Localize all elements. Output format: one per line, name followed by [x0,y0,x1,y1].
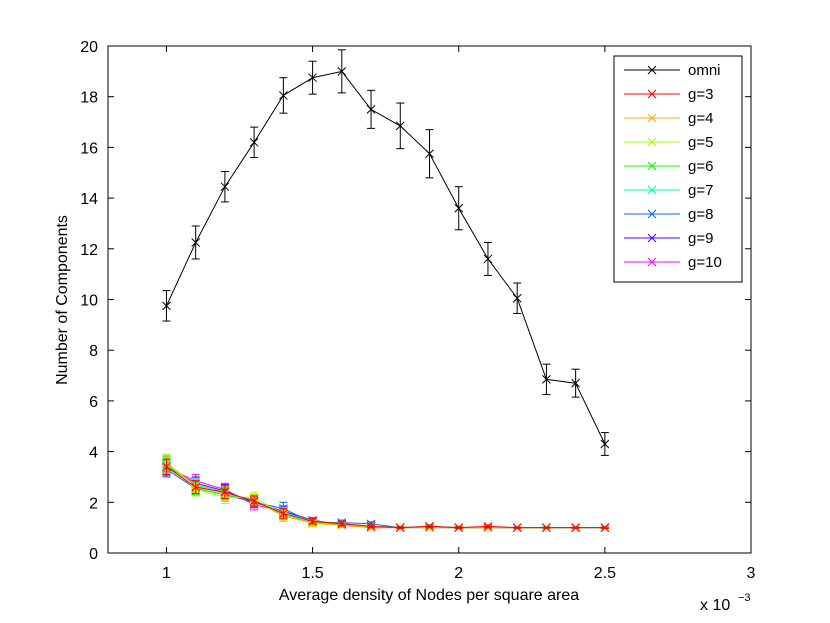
data-point [220,487,230,497]
y-tick-label: 6 [89,394,98,411]
data-point [249,137,259,147]
x-multiplier-exponent: −3 [738,592,751,604]
legend-marker [647,89,657,99]
legend-item-g-9: g=9 [624,230,713,247]
legend-label: g=8 [688,206,713,223]
x-multiplier: x 10 −3 [700,592,751,614]
data-point [162,462,171,472]
legend-label: g=7 [688,182,713,199]
data-point [191,238,201,247]
data-point [425,522,434,531]
series-line-omni [166,70,606,445]
data-point [308,516,317,526]
x-axis-title: Average density of Nodes per square area [279,587,579,604]
data-point [220,182,230,192]
data-point [600,439,610,449]
x-tick-label: 2.5 [594,565,616,582]
y-tick-label: 14 [80,191,98,208]
series-line-g-3 [166,466,605,529]
series-omni [162,49,610,456]
legend-label: g=6 [688,158,713,175]
legend-label: g=10 [688,254,722,271]
data-point [308,73,317,83]
data-point [571,378,580,388]
data-point [454,523,464,533]
legend-label: g=5 [688,134,713,151]
legend-item-g-5: g=5 [624,134,713,151]
data-point [395,523,405,533]
data-point [337,519,347,529]
legend-label: g=3 [688,86,713,103]
legend-item-omni: omni [624,62,721,79]
data-point [279,509,288,519]
data-point [512,293,522,303]
legend-label: g=9 [688,230,713,247]
x-tick-label: 3 [747,565,756,582]
legend-item-g-8: g=8 [624,206,713,223]
legend-marker [647,161,657,171]
data-point [337,66,347,76]
data-point [600,523,610,533]
data-point [571,523,580,533]
legend-marker [647,233,657,243]
legend-box [613,55,743,283]
ticks-layer: 1 1.5 2 2.5 3 0 2 4 6 8 10 12 14 16 18 20 [80,39,755,582]
series-layer [162,49,610,533]
legend: omni g=3 g=4 g=5 g=6 g=7 g=8 g=9 g=10 [613,55,743,283]
data-point [483,254,493,264]
y-tick-label: 20 [80,39,98,56]
data-point [483,522,493,531]
y-axis-title: Number of Components [54,215,71,385]
legend-marker [647,185,657,195]
legend-item-g-10: g=10 [624,254,722,271]
data-point [542,374,551,384]
data-point [366,522,376,531]
legend-item-g-3: g=3 [624,86,713,103]
legend-marker [647,257,657,267]
data-point [249,496,259,506]
y-tick-label: 8 [89,343,98,360]
x-tick-label: 1 [162,565,171,582]
legend-label: omni [688,62,721,79]
legend-item-g-6: g=6 [624,158,713,175]
data-point [542,523,551,533]
x-multiplier-label: x 10 [700,597,730,614]
legend-marker [647,209,657,219]
y-tick-label: 2 [89,495,98,512]
x-tick-label: 2 [454,565,463,582]
data-point [279,91,288,100]
data-point [366,105,376,114]
data-point [425,149,434,159]
y-tick-label: 16 [80,140,98,157]
y-tick-label: 12 [80,242,98,259]
x-tick-label: 1.5 [301,565,323,582]
legend-marker [647,113,657,123]
series-g-3 [162,458,610,533]
data-point [395,121,405,131]
data-point [162,301,171,311]
legend-item-g-7: g=7 [624,182,713,199]
data-point [454,203,464,213]
data-point [512,523,522,533]
data-point [191,482,201,492]
legend-marker [647,137,657,147]
y-tick-label: 18 [80,90,98,107]
legend-marker [647,65,657,75]
y-tick-label: 0 [89,546,98,563]
y-tick-label: 4 [89,445,98,462]
legend-label: g=4 [688,110,713,127]
legend-item-g-4: g=4 [624,110,713,127]
y-tick-label: 10 [80,293,98,310]
